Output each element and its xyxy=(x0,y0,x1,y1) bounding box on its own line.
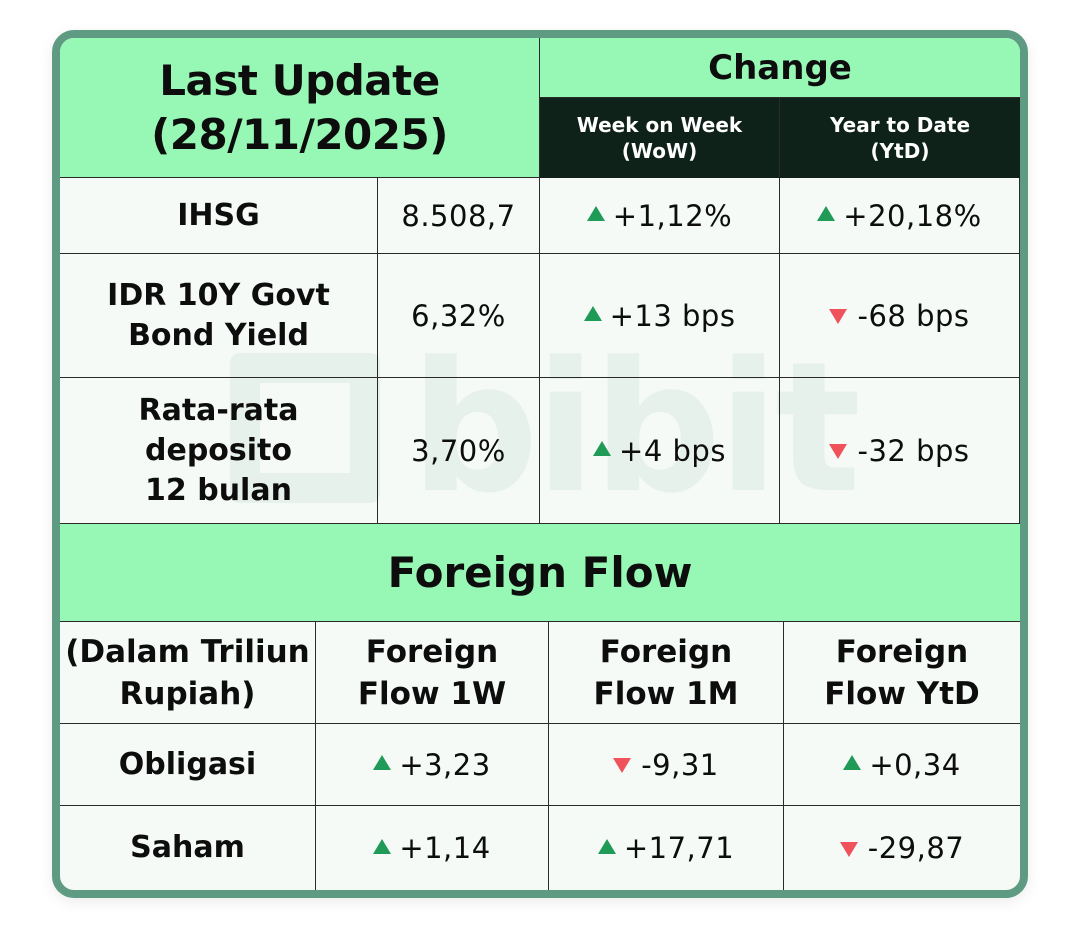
change-header: Change xyxy=(540,38,1020,98)
last-update-date: (28/11/2025) xyxy=(151,109,448,159)
unit-header: (Dalam Triliun Rupiah) xyxy=(60,622,316,724)
ytd-label: Year to Date xyxy=(829,113,971,137)
up-arrow-icon xyxy=(583,306,602,321)
up-arrow-icon xyxy=(373,838,392,854)
deposito-wow: +4 bps xyxy=(540,378,780,524)
flow-ytd-header: Foreign Flow YtD xyxy=(784,622,1020,724)
bond-yield-label: IDR 10Y Govt Bond Yield xyxy=(60,254,378,378)
ytd-header: Year to Date (YtD) xyxy=(780,98,1020,178)
obligasi-ytd: +0,34 xyxy=(784,724,1020,806)
up-arrow-icon xyxy=(843,755,862,770)
ytd-abbr: (YtD) xyxy=(870,139,930,163)
saham-label: Saham xyxy=(60,806,316,890)
deposito-ytd: -32 bps xyxy=(780,378,1020,524)
wow-header: Week on Week (WoW) xyxy=(540,98,780,178)
deposito-label: Rata-rata deposito 12 bulan xyxy=(60,378,378,524)
bond-yield-value: 6,32% xyxy=(378,254,540,378)
deposito-value: 3,70% xyxy=(378,378,540,524)
last-update-header: Last Update (28/11/2025) xyxy=(60,38,540,178)
up-arrow-icon xyxy=(597,838,616,854)
down-arrow-icon xyxy=(829,444,848,459)
last-update-label: Last Update xyxy=(159,55,440,105)
ihsg-wow: +1,12% xyxy=(540,178,780,254)
obligasi-1m: -9,31 xyxy=(549,724,784,806)
bond-yield-wow: +13 bps xyxy=(540,254,780,378)
down-arrow-icon xyxy=(839,841,858,857)
down-arrow-icon xyxy=(613,758,632,773)
flow-1w-header: Foreign Flow 1W xyxy=(316,622,549,724)
saham-1m: +17,71 xyxy=(549,806,784,890)
up-arrow-icon xyxy=(817,206,836,221)
down-arrow-icon xyxy=(829,309,848,324)
ihsg-ytd: +20,18% xyxy=(780,178,1020,254)
up-arrow-icon xyxy=(593,441,612,456)
saham-1w: +1,14 xyxy=(316,806,549,890)
saham-ytd: -29,87 xyxy=(784,806,1020,890)
ihsg-label: IHSG xyxy=(60,178,378,254)
ihsg-value: 8.508,7 xyxy=(378,178,540,254)
market-summary-card: bibit Last Update (28/11/2025) Change We… xyxy=(52,30,1028,898)
wow-abbr: (WoW) xyxy=(621,139,698,163)
flow-1m-header: Foreign Flow 1M xyxy=(549,622,784,724)
up-arrow-icon xyxy=(373,755,392,770)
obligasi-label: Obligasi xyxy=(60,724,316,806)
foreign-flow-title: Foreign Flow xyxy=(60,524,1020,622)
up-arrow-icon xyxy=(586,206,605,221)
obligasi-1w: +3,23 xyxy=(316,724,549,806)
wow-label: Week on Week xyxy=(576,113,743,137)
bond-yield-ytd: -68 bps xyxy=(780,254,1020,378)
